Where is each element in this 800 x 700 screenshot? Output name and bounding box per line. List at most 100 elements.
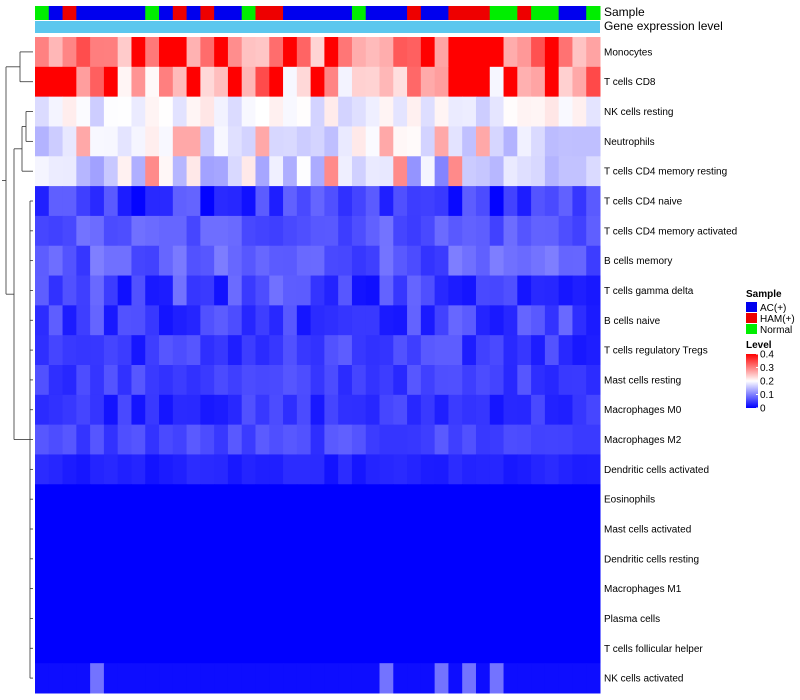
heatmap-cell [379,543,394,575]
heatmap-cell [544,663,560,694]
heatmap-cell [338,156,353,187]
heatmap-cell [103,543,119,575]
legend-swatch [746,313,757,323]
heatmap-cell [489,394,505,426]
heatmap-cell [462,126,477,157]
heatmap-cell [117,186,132,217]
heatmap-cell [407,663,422,694]
heatmap-cell [255,394,270,426]
heatmap-cell [434,335,449,366]
heatmap-cell [117,365,132,396]
heatmap-cell [517,663,532,694]
heatmap-cells [35,37,601,694]
heatmap-cell [117,66,132,98]
heatmap-cell [503,215,518,247]
heatmap-cell [131,394,146,426]
heatmap-cell [186,245,201,277]
heatmap-cell [338,275,353,306]
heatmap-cell [586,96,601,127]
heatmap-cell [338,126,353,157]
heatmap-cell [255,275,270,306]
heatmap-cell [296,245,312,277]
heatmap-cell [48,424,64,455]
heatmap-cell [434,454,449,485]
heatmap-cell [531,186,546,217]
heatmap-cell [324,514,339,545]
heatmap-cell [420,543,436,575]
heatmap-cell [241,275,256,306]
heatmap-cell [90,156,105,187]
row-label: T cells follicular helper [604,644,703,655]
heatmap-cell [310,126,325,157]
heatmap-cell [214,573,229,605]
heatmap-cell [241,394,256,426]
heatmap-cell [241,365,256,396]
heatmap-cell [227,424,243,455]
heatmap-cell [159,275,174,306]
heatmap-cell [48,543,64,575]
heatmap-cell [475,603,491,634]
heatmap-cell [186,603,201,634]
heatmap-cell [145,484,160,515]
heatmap-cell [393,96,408,127]
heatmap-cell [90,394,105,426]
heatmap-cell [255,215,270,247]
heatmap-cell [489,215,505,247]
heatmap-cell [503,245,518,277]
heatmap-cell [586,603,601,634]
heatmap-cell [503,603,518,634]
heatmap-cell [379,245,394,277]
heatmap-cell [393,335,408,366]
heatmap-cell [544,96,560,127]
heatmap-cell [310,335,325,366]
heatmap-cell [572,66,587,98]
heatmap-cell [145,126,160,157]
heatmap-cell [48,663,64,694]
heatmap-cell [200,186,215,217]
heatmap-cell [379,96,394,127]
heatmap-cell [131,305,146,336]
heatmap-cell [90,126,105,157]
heatmap-cell [338,96,353,127]
heatmap-cell [200,245,215,277]
heatmap-cell [103,335,119,366]
heatmap-cell [310,215,325,247]
heatmap-cell [186,484,201,515]
legend-entry-label: Normal [760,325,792,336]
row-label: Plasma cells [604,614,660,625]
heatmap-cell [475,335,491,366]
heatmap-cell [227,603,243,634]
heatmap-cell [503,424,518,455]
heatmap-cell [558,126,573,157]
heatmap-cell [269,186,284,217]
heatmap-cell [393,215,408,247]
heatmap-cell [186,514,201,545]
heatmap-cell [200,424,215,455]
heatmap-cell [241,573,256,605]
heatmap-cell [131,633,146,664]
heatmap-cell [351,275,367,306]
heatmap-cell [475,96,491,127]
heatmap-cell [558,543,573,575]
heatmap-cell [572,335,587,366]
legend-swatch [746,324,757,334]
heatmap-cell [407,156,422,187]
heatmap-cell [172,215,188,247]
heatmap-cell [214,663,229,694]
heatmap-cell [434,603,449,634]
heatmap-cell [586,245,601,277]
heatmap-cell [227,66,243,98]
heatmap-cell [159,365,174,396]
heatmap-cell [544,424,560,455]
sample-annotation-cell [448,6,463,20]
heatmap-cell [241,66,256,98]
heatmap-cell [365,245,381,277]
heatmap-cell [283,394,298,426]
heatmap-cell [393,305,408,336]
heatmap-cell [434,633,449,664]
heatmap-cell [62,424,77,455]
heatmap-cell [324,186,339,217]
heatmap-cell [475,543,491,575]
sample-annotation-cell [420,6,436,20]
heatmap-cell [324,215,339,247]
